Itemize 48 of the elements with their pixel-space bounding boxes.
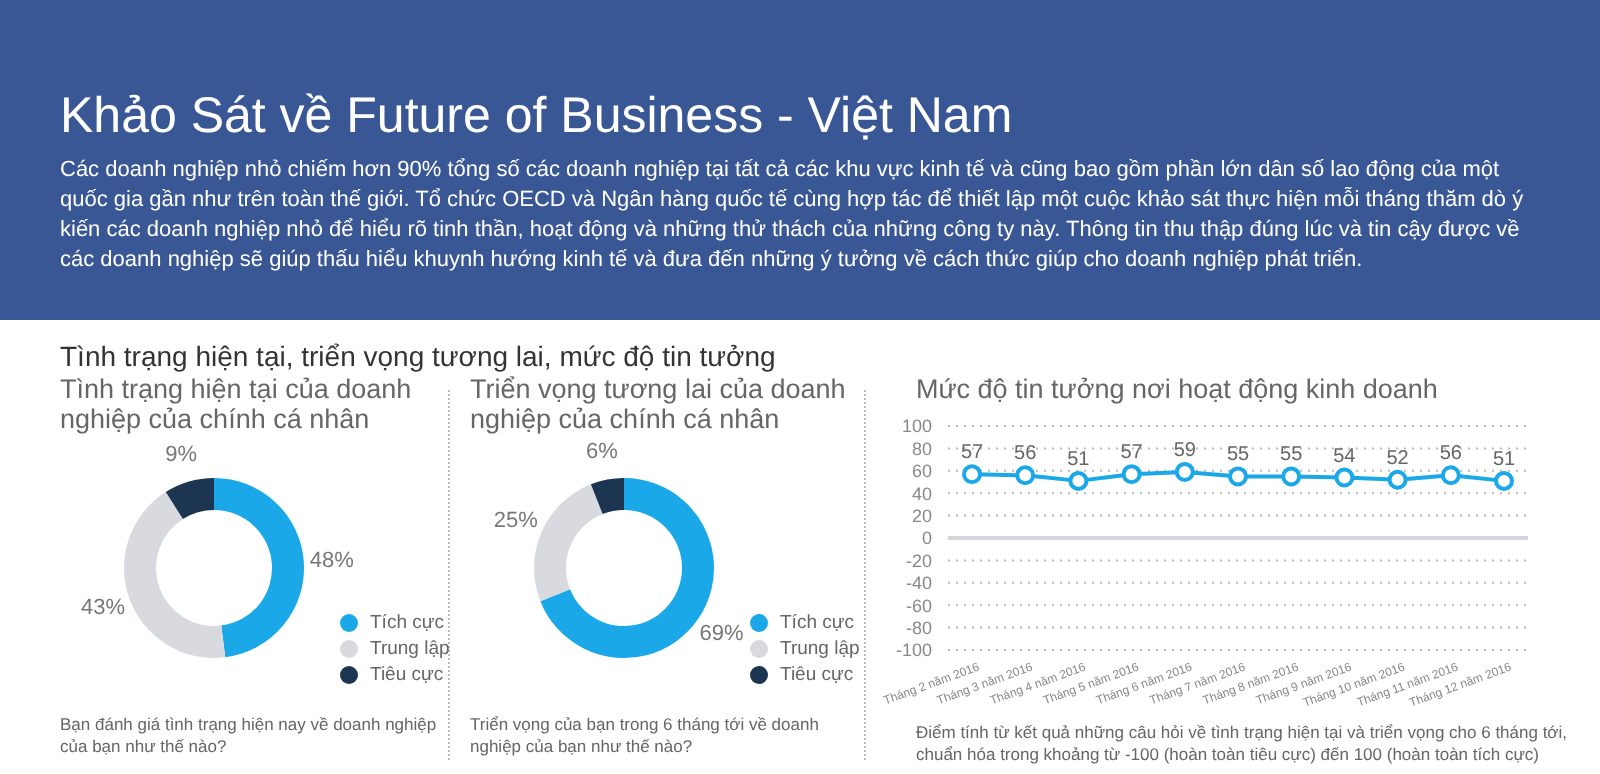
y-tick-label: 60 <box>911 461 932 482</box>
data-label: 55 <box>1280 444 1304 467</box>
donut-slice <box>165 478 214 520</box>
data-label: 57 <box>960 442 984 465</box>
donut-slice <box>590 478 624 515</box>
donut-slice <box>534 484 603 602</box>
y-tick-label: -60 <box>905 595 932 616</box>
y-tick-label: 40 <box>911 483 932 504</box>
data-label: 43% <box>80 595 126 620</box>
data-label: 51 <box>1067 448 1091 471</box>
y-tick-label: -40 <box>905 573 932 594</box>
data-label: 48% <box>309 548 355 573</box>
data-label: 56 <box>1439 443 1463 466</box>
donut-slice <box>124 492 226 658</box>
legend-label: Tích cực <box>368 610 446 636</box>
legend-label: Tích cực <box>778 610 856 636</box>
donut-slice <box>214 478 304 658</box>
legend-label: Tiêu cực <box>778 662 856 688</box>
text: Triển vọng của bạn trong 6 tháng tới về doanh nghiệp của bạn như thế nào? <box>470 714 821 758</box>
legend-label: Tiêu cực <box>368 662 446 688</box>
y-tick-label: 20 <box>911 505 932 526</box>
data-label: 51 <box>1492 448 1516 471</box>
y-tick-label: -100 <box>895 640 932 661</box>
chart-title: Mức độ tin tưởng nơi hoạt động kinh doanh <box>916 374 1438 404</box>
data-label: 25% <box>493 509 539 534</box>
y-tick-label: 80 <box>911 438 932 459</box>
data-label: 56 <box>1014 443 1038 466</box>
data-label: 55 <box>1226 444 1250 467</box>
text: Tình trạng hiện tại, triển vọng tương lai, mức độ tin tưởng <box>60 340 776 372</box>
y-tick-label: -80 <box>905 617 932 638</box>
text: Bạn đánh giá tình trạng hiện nay về doanh nghiệp của bạn như thế nào? <box>60 714 439 758</box>
chart-title: Tình trạng hiện tại của doanh nghiệp của chính cá nhân <box>60 374 414 434</box>
text: Khảo Sát về Future of Business - Việt Nam <box>60 88 1013 146</box>
text: Điểm tính từ kết quả những câu hỏi về tình trạng hiện tại và triển vọng cho 6 tháng tới, chuẩn hóa trong khoảng từ -100 (hoàn toàn tiêu cực) đến 100 (hoàn toàn tích cực) <box>916 722 1570 766</box>
legend-label: Trung lập <box>368 636 450 662</box>
data-label: 52 <box>1386 447 1410 470</box>
data-label: 6% <box>585 440 619 465</box>
data-label: 57 <box>1120 442 1144 465</box>
y-tick-label: 100 <box>901 416 932 437</box>
data-label: 69% <box>699 622 745 647</box>
legend-label: Trung lập <box>778 636 860 662</box>
y-tick-label: -20 <box>905 550 932 571</box>
text: Các doanh nghiệp nhỏ chiếm hơn 90% tổng số các doanh nghiệp tại tất cả các khu vực kinh tế và cũng bao gồm phần lớn dân số lao động của một quốc gia gần như trên toàn thế giới. Tổ chức OECD và Ngân hàng quốc tế cùng hợp tác để thiết lập một cuộc khảo sát thực hiện mỗi tháng thăm dò ý kiến các doanh nghiệp nhỏ để hiểu rõ tinh thần, hoạt động và những thử thách của những công ty này. Thông tin thu thập đúng lúc và tin cậy được về các doanh nghiệp sẽ giúp thấu hiểu khuynh hướng kinh tế và đưa đến những ý tưởng về cách thức giúp cho doanh nghiệp phát triển. <box>60 156 1526 276</box>
data-label: 54 <box>1333 445 1357 468</box>
chart-title: Triển vọng tương lai của doanh nghiệp của chính cá nhân <box>470 374 848 434</box>
data-label: 59 <box>1173 439 1197 462</box>
data-label: 9% <box>165 442 198 467</box>
y-tick-label: 0 <box>921 528 932 549</box>
